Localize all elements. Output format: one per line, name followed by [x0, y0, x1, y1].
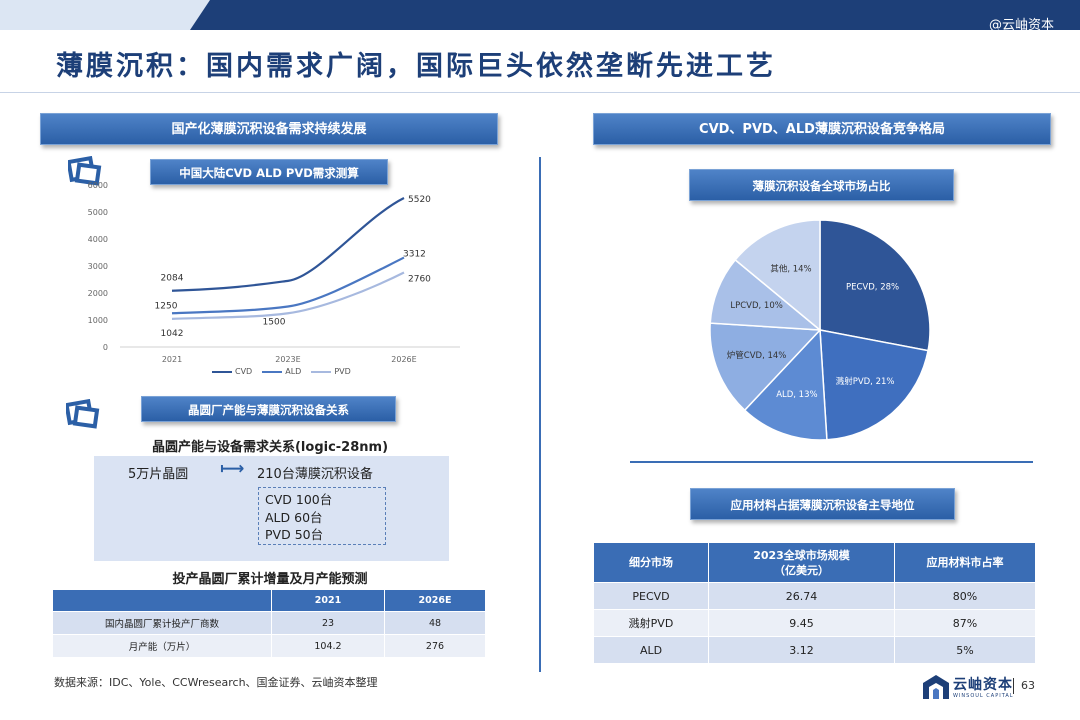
page-title: 薄膜沉积：国内需求广阔，国际巨头依然垄断先进工艺	[56, 51, 776, 82]
table-cell: 87%	[894, 609, 1036, 637]
x-tick-label: 2023E	[275, 355, 300, 364]
wafer-output: 210台薄膜沉积设备	[257, 467, 373, 482]
pie-label-sputter-pvd: 溅射PVD, 21%	[836, 376, 895, 387]
data-label: 3312	[403, 250, 426, 260]
table-row: 月产能（万片） 104.2 276	[52, 634, 486, 658]
table-cell: 104.2	[271, 634, 385, 658]
fab-table: 2021 2026E 国内晶圆厂累计投产厂商数 23 48 月产能（万片） 10…	[52, 589, 486, 658]
data-label: 2084	[161, 274, 184, 284]
fab-table-title: 投产晶圆厂累计增量及月产能预测	[172, 572, 368, 587]
demand-chart-header: 中国大陆CVD ALD PVD需求测算	[150, 159, 388, 185]
table-row: PECVD 26.74 80%	[593, 582, 1036, 610]
data-label: 2760	[408, 274, 431, 284]
equipment-breakdown: CVD 100台 ALD 60台 PVD 50台	[258, 487, 386, 545]
brand-name: 云岫资本	[953, 677, 1013, 693]
title-divider	[0, 92, 1080, 93]
y-tick-label: 0	[103, 343, 108, 352]
table-cell: 48	[384, 611, 486, 635]
series-line-pvd	[171, 271, 405, 320]
y-tick-label: 2000	[88, 289, 108, 298]
table-header-cell	[52, 589, 272, 612]
data-source: 数据来源：IDC、Yole、CCWresearch、国金证券、云岫资本整理	[54, 676, 378, 689]
breakdown-cvd: CVD 100台	[265, 492, 333, 507]
left-section-header: 国产化薄膜沉积设备需求持续发展	[40, 113, 498, 145]
watermark: @云岫资本	[988, 18, 1054, 33]
table-header-cell: 2026E	[384, 589, 486, 612]
pie-slice-ald	[743, 328, 828, 441]
pie-label-other: 其他, 14%	[770, 263, 811, 274]
y-tick-label: 4000	[88, 235, 108, 244]
pie-slice-other	[734, 219, 821, 332]
brand-subtitle: WINSOUL CAPITAL	[953, 693, 1014, 699]
relation-header: 晶圆厂产能与薄膜沉积设备关系	[141, 396, 396, 422]
table-header-row: 细分市场 2023全球市场规模 （亿美元） 应用材料市占率	[593, 542, 1036, 583]
page-separator	[1013, 678, 1014, 694]
table-cell: 276	[384, 634, 486, 658]
pie-slice-sputter-pvd	[819, 329, 929, 441]
vertical-divider	[539, 157, 541, 672]
table-cell: 26.74	[708, 582, 895, 610]
table-header-cell: 细分市场	[593, 542, 709, 583]
table-header-cell: 应用材料市占率	[894, 542, 1036, 583]
y-tick-label: 1000	[88, 316, 108, 325]
legend-item-ald: ALD	[262, 367, 301, 376]
right-section-header: CVD、PVD、ALD薄膜沉积设备竞争格局	[593, 113, 1051, 145]
top-banner	[0, 0, 1080, 30]
pie-label-ald: ALD, 13%	[776, 390, 817, 400]
chart-legend: CVD ALD PVD	[212, 367, 351, 376]
horizontal-divider	[630, 461, 1033, 463]
pie-label-pecvd: PECVD, 28%	[846, 283, 899, 293]
table-cell: 溅射PVD	[593, 609, 709, 637]
pie-slice-furnace-cvd	[709, 322, 822, 412]
wafer-relation-box	[94, 456, 449, 561]
table-cell: ALD	[593, 636, 709, 664]
series-line-ald	[171, 256, 405, 315]
pie-label-furnace-cvd: 炉管CVD, 14%	[727, 350, 787, 361]
data-label: 1250	[155, 301, 178, 311]
pie-header: 薄膜沉积设备全球市场占比	[689, 169, 954, 201]
wafer-input: 5万片晶圆	[128, 467, 189, 482]
table-cell: 3.12	[708, 636, 895, 664]
legend-item-pvd: PVD	[311, 367, 351, 376]
table-row: 国内晶圆厂累计投产厂商数 23 48	[52, 611, 486, 635]
table-header-cell: 2021	[271, 589, 385, 612]
materials-header: 应用材料占据薄膜沉积设备主导地位	[690, 488, 955, 520]
data-label: 1500	[263, 318, 286, 328]
table-cell: 月产能（万片）	[52, 634, 272, 658]
market-table: 细分市场 2023全球市场规模 （亿美元） 应用材料市占率 PECVD 26.7…	[593, 542, 1036, 664]
brand-logo-icon	[923, 675, 949, 699]
photo-icon	[66, 399, 100, 429]
table-cell: 国内晶圆厂累计投产厂商数	[52, 611, 272, 635]
table-header-row: 2021 2026E	[52, 589, 486, 612]
table-cell: 23	[271, 611, 385, 635]
table-row: 溅射PVD 9.45 87%	[593, 609, 1036, 637]
data-label: 5520	[408, 195, 431, 205]
y-tick-label: 6000	[88, 181, 108, 190]
table-cell: PECVD	[593, 582, 709, 610]
photo-icon	[68, 156, 102, 186]
table-header-cell: 2023全球市场规模 （亿美元）	[708, 542, 895, 583]
y-tick-label: 5000	[88, 208, 108, 217]
y-tick-label: 3000	[88, 262, 108, 271]
series-line-cvd	[171, 196, 405, 292]
table-cell: 80%	[894, 582, 1036, 610]
legend-item-cvd: CVD	[212, 367, 252, 376]
pie-label-lpcvd: LPCVD, 10%	[730, 301, 782, 311]
table-cell: 9.45	[708, 609, 895, 637]
demand-line-chart: 0 1000 2000 3000 4000 5000 6000 2021 2023E 2026E 2…	[88, 181, 460, 364]
wafer-relation-title: 晶圆产能与设备需求关系(logic-28nm)	[151, 440, 389, 455]
arrow-right-icon: ⟼	[220, 459, 245, 479]
x-tick-label: 2021	[162, 355, 182, 364]
market-share-pie-chart: PECVD, 28% 溅射PVD, 21% ALD, 13% 炉管CVD, 14% LP…	[709, 219, 931, 441]
table-row: ALD 3.12 5%	[593, 636, 1036, 664]
pie-slice-pecvd	[819, 219, 931, 352]
x-tick-label: 2026E	[391, 355, 416, 364]
breakdown-ald: ALD 60台	[265, 509, 323, 525]
table-cell: 5%	[894, 636, 1036, 664]
breakdown-pvd: PVD 50台	[265, 527, 324, 542]
page-number: 63	[1021, 679, 1035, 692]
data-label: 1042	[161, 329, 184, 339]
